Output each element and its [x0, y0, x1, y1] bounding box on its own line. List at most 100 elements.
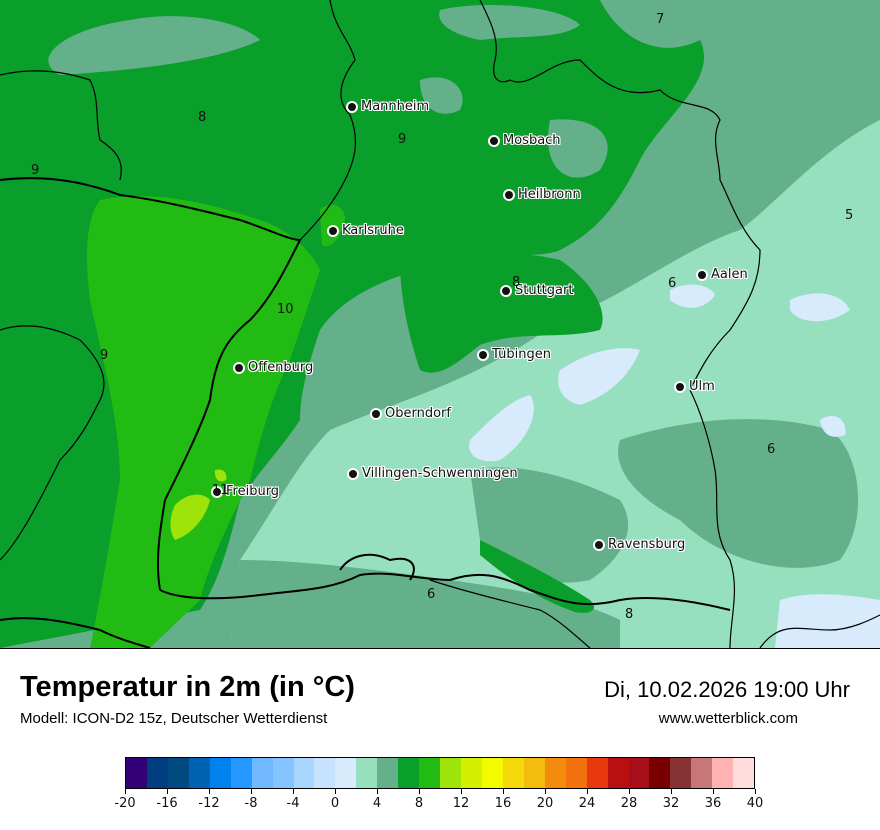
- legend-swatch: [146, 758, 168, 788]
- city-dot-icon: [479, 350, 487, 359]
- legend-tick: [124, 789, 126, 794]
- legend-swatch: [230, 758, 252, 788]
- legend-swatch: [461, 758, 482, 788]
- city-mosbach: Mosbach: [490, 133, 561, 148]
- city-name: Offenburg: [248, 360, 314, 375]
- temperature-field: [0, 0, 880, 648]
- legend-swatch: [398, 758, 420, 788]
- legend-tick: [376, 789, 378, 794]
- city-heilbronn: Heilbronn: [505, 187, 581, 202]
- city-oberndorf: Oberndorf: [372, 406, 451, 421]
- legend-swatch: [377, 758, 399, 788]
- model-source: Modell: ICON-D2 15z, Deutscher Wetterdie…: [20, 710, 328, 727]
- city-dot-icon: [505, 190, 513, 199]
- legend-swatch: [272, 758, 294, 788]
- color-legend: [125, 757, 755, 789]
- legend-swatch: [188, 758, 210, 788]
- temperature-value: 9: [100, 348, 109, 363]
- legend-swatch: [335, 758, 357, 788]
- legend-tick-label: -8: [244, 796, 258, 811]
- legend-tick: [208, 789, 210, 794]
- legend-tick: [250, 789, 252, 794]
- city-name: Tübingen: [492, 347, 551, 362]
- city-dot-icon: [372, 409, 380, 418]
- legend-tick-label: 0: [330, 796, 340, 811]
- legend-swatch: [356, 758, 378, 788]
- legend-tick: [712, 789, 714, 794]
- legend-tick-label: 24: [578, 796, 596, 811]
- legend-tick-label: 4: [372, 796, 382, 811]
- legend-tick-label: -20: [114, 796, 136, 811]
- city-name: Mannheim: [361, 99, 430, 114]
- legend-tick: [544, 789, 546, 794]
- legend-tick-label: 40: [746, 796, 764, 811]
- temperature-value: 9: [398, 132, 407, 147]
- chart-title: Temperatur in 2m (in °C): [20, 671, 355, 703]
- temperature-value: 9: [31, 163, 40, 178]
- legend-swatch: [314, 758, 336, 788]
- city-dot-icon: [235, 363, 243, 372]
- legend-swatch: [607, 758, 629, 788]
- temperature-value: 11: [212, 483, 229, 498]
- city-mannheim: Mannheim: [348, 99, 429, 114]
- legend-swatch: [419, 758, 441, 788]
- city-dot-icon: [348, 102, 356, 111]
- legend-tick: [292, 789, 294, 794]
- temperature-value: 5: [845, 208, 854, 223]
- legend-swatch: [691, 758, 713, 788]
- temperature-value: 6: [427, 587, 436, 602]
- legend-tick-label: 12: [452, 796, 470, 811]
- legend-tick: [502, 789, 504, 794]
- legend-tick: [334, 789, 336, 794]
- forecast-datetime: Di, 10.02.2026 19:00 Uhr: [604, 677, 850, 702]
- legend-swatch: [126, 758, 147, 788]
- legend-tick-label: 36: [704, 796, 722, 811]
- city-freiburg: Freiburg: [213, 484, 279, 499]
- city-name: Oberndorf: [385, 406, 451, 421]
- legend-swatch: [167, 758, 189, 788]
- legend-tick: [586, 789, 588, 794]
- city-dot-icon: [595, 540, 603, 549]
- city-name: Ravensburg: [608, 537, 686, 552]
- legend-tick: [418, 789, 420, 794]
- city-ravensburg: Ravensburg: [595, 537, 685, 552]
- legend-swatch: [293, 758, 315, 788]
- city-offenburg: Offenburg: [235, 360, 313, 375]
- city-ulm: Ulm: [676, 379, 715, 394]
- temperature-value: 8: [512, 275, 521, 290]
- temperature-value: 7: [656, 12, 665, 27]
- legend-tick-label: -4: [286, 796, 300, 811]
- city-name: Mosbach: [503, 133, 561, 148]
- city-name: Villingen-Schwenningen: [362, 466, 518, 481]
- city-name: Ulm: [689, 379, 715, 394]
- temperature-value: 6: [767, 442, 776, 457]
- legend-swatch: [251, 758, 273, 788]
- legend-swatch: [440, 758, 461, 788]
- legend-swatch: [628, 758, 650, 788]
- city-dot-icon: [502, 286, 510, 295]
- city-name: Aalen: [711, 267, 748, 282]
- temperature-map: Mannheim Mosbach Heilbronn Karlsruhe Stu…: [0, 0, 880, 649]
- legend-swatch: [523, 758, 545, 788]
- legend-tick-label: -16: [156, 796, 178, 811]
- legend-tick-label: -12: [198, 796, 220, 811]
- legend-tick-label: 32: [662, 796, 680, 811]
- city-dot-icon: [490, 136, 498, 145]
- legend-swatch: [481, 758, 503, 788]
- legend-tick-label: 20: [536, 796, 554, 811]
- map-footer: Temperatur in 2m (in °C) Modell: ICON-D2…: [0, 649, 880, 830]
- city-dot-icon: [676, 382, 684, 391]
- city-dot-icon: [349, 469, 357, 478]
- website-link[interactable]: www.wetterblick.com: [658, 710, 798, 727]
- legend-tick-label: 28: [620, 796, 638, 811]
- legend-tick-label: 8: [414, 796, 424, 811]
- legend-ticks: -20 -16 -12 -8 -4 0 4 8 12 16 20 24 28 32 36 40: [114, 789, 763, 819]
- legend-swatch: [209, 758, 231, 788]
- legend-tick: [754, 789, 756, 794]
- city-name: Karlsruhe: [342, 223, 404, 238]
- city-dot-icon: [698, 270, 706, 279]
- legend-swatch: [502, 758, 524, 788]
- legend-tick: [460, 789, 462, 794]
- temperature-value: 6: [668, 276, 677, 291]
- legend-swatch: [586, 758, 608, 788]
